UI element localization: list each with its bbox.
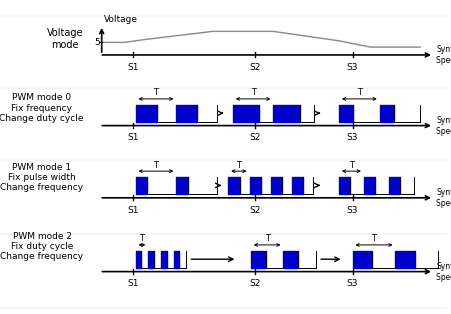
Text: T: T <box>356 88 361 97</box>
Text: T: T <box>236 160 241 170</box>
Text: T: T <box>264 234 269 243</box>
Text: S3: S3 <box>346 133 358 143</box>
Text: Synthetic
Speed (pps): Synthetic Speed (pps) <box>435 45 451 65</box>
Text: S1: S1 <box>127 133 139 143</box>
Text: Voltage: Voltage <box>104 15 138 24</box>
Text: S1: S1 <box>127 279 139 289</box>
Text: S2: S2 <box>249 133 261 143</box>
Text: Synthetic
Speed (pps): Synthetic Speed (pps) <box>435 188 451 208</box>
Text: S1: S1 <box>127 206 139 215</box>
Text: PWM mode 1
Fix pulse width
Change frequency: PWM mode 1 Fix pulse width Change freque… <box>0 163 83 192</box>
Text: PWM mode 0
Fix frequency
Change duty cycle: PWM mode 0 Fix frequency Change duty cyc… <box>0 94 83 123</box>
Text: T: T <box>139 234 144 243</box>
Text: PWM mode 2
Fix duty cycle
Change frequency: PWM mode 2 Fix duty cycle Change frequen… <box>0 232 83 261</box>
Text: S2: S2 <box>249 206 261 215</box>
Text: S2: S2 <box>249 279 261 289</box>
Text: S1: S1 <box>127 63 139 72</box>
Text: S2: S2 <box>249 63 261 72</box>
Text: T: T <box>153 88 158 97</box>
Text: Synthetic
Speed (pps): Synthetic Speed (pps) <box>435 116 451 136</box>
Text: S3: S3 <box>346 279 358 289</box>
Text: Synthetic
Speed (pps): Synthetic Speed (pps) <box>435 262 451 282</box>
Text: 5: 5 <box>94 38 100 47</box>
Text: Voltage
mode: Voltage mode <box>47 29 83 50</box>
Text: T: T <box>250 88 255 97</box>
Text: T: T <box>348 160 353 170</box>
Text: S3: S3 <box>346 63 358 72</box>
Text: T: T <box>371 234 376 243</box>
Text: T: T <box>153 160 158 170</box>
Text: S3: S3 <box>346 206 358 215</box>
